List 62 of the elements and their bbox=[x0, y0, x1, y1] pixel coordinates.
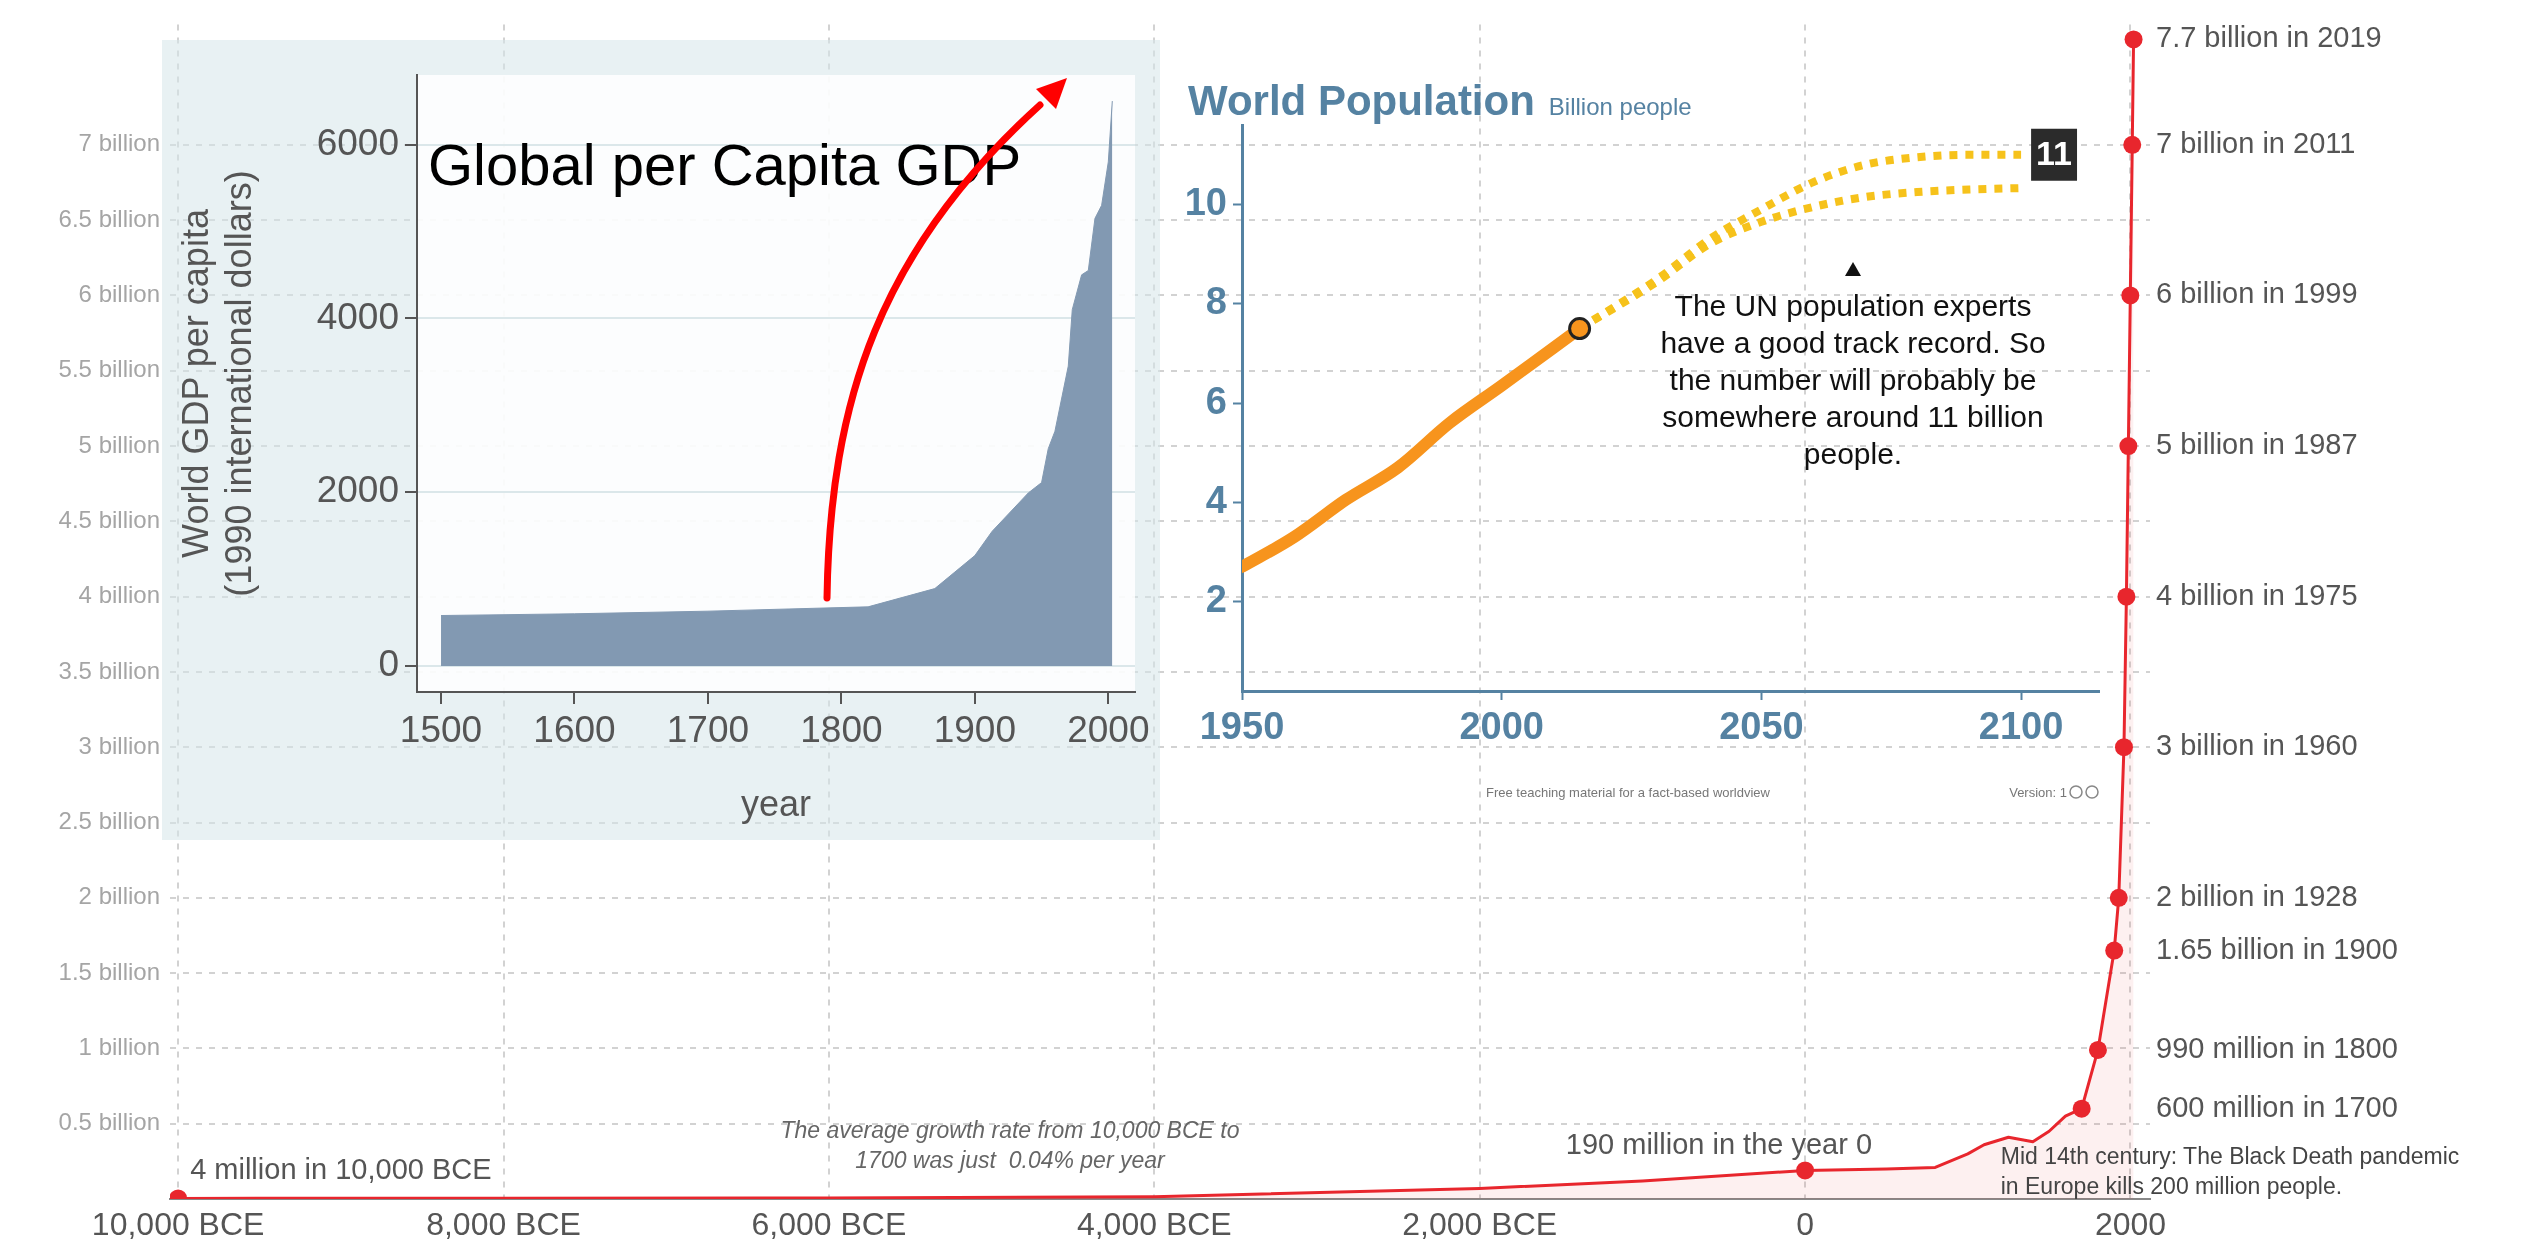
x-tick-label: 8,000 BCE bbox=[426, 1206, 581, 1243]
y-tick-label: 0.5 billion bbox=[58, 1108, 160, 1136]
annotation: 600 million in 1700 bbox=[2156, 1090, 2398, 1123]
y-tick-label: 4000 bbox=[316, 295, 399, 337]
y-tick-label: 2 bbox=[1205, 578, 1227, 621]
annotation: Version: 1 bbox=[2009, 785, 2067, 800]
x-tick-label: 2000 bbox=[1067, 709, 1150, 751]
annotation: 5 billion in 1987 bbox=[2156, 428, 2358, 461]
x-tick-label: 2050 bbox=[1719, 705, 1804, 748]
x-tick-label: 1950 bbox=[1199, 705, 1285, 748]
x-tick-label: 10,000 BCE bbox=[91, 1206, 265, 1243]
chart-subtitle: Billion people bbox=[1548, 93, 1692, 120]
annotation: 190 million in the year 0 bbox=[1565, 1128, 1873, 1161]
y-tick-label: 2.5 billion bbox=[58, 807, 160, 835]
x-tick-label: 6,000 BCE bbox=[751, 1206, 907, 1243]
annotation: 4 billion in 1975 bbox=[2156, 578, 2358, 611]
y-tick-label: 4 bbox=[1205, 478, 1227, 521]
y-tick-label: 5 billion bbox=[78, 430, 160, 458]
y-tick-label: 1.5 billion bbox=[58, 957, 160, 985]
y-tick-label: 7 billion bbox=[78, 129, 160, 157]
annotation: 6 billion in 1999 bbox=[2156, 277, 2358, 310]
y-tick-label: 6 billion bbox=[78, 280, 160, 308]
y-tick-label: 2 billion bbox=[78, 882, 160, 910]
y-tick-label: 6 bbox=[1205, 379, 1227, 422]
annotation: The UN population experts have a good track record. So the number will probably be somewhere around 11 billion people. bbox=[1660, 289, 2046, 470]
x-tick-label: 1700 bbox=[666, 709, 750, 751]
y-tick-label: 10 bbox=[1184, 180, 1227, 223]
annotation: 7.7 billion in 2019 bbox=[2156, 21, 2382, 54]
annotation: 4 million in 10,000 BCE bbox=[190, 1153, 492, 1186]
x-tick-label: 2,000 BCE bbox=[1402, 1206, 1558, 1243]
annotation: The average growth rate from 10,000 BCE to 1700 was just 0.04% per year bbox=[780, 1117, 1240, 1173]
x-tick-label: 1600 bbox=[533, 709, 616, 751]
y-tick-label: 6.5 billion bbox=[58, 204, 160, 232]
data-label: 11 bbox=[2036, 134, 2073, 173]
y-tick-label: 3 billion bbox=[78, 731, 160, 759]
y-tick-label: 0 bbox=[378, 643, 399, 685]
annotation: 7 billion in 2011 bbox=[2156, 126, 2356, 159]
x-tick-label: 2100 bbox=[1978, 705, 2064, 748]
y-tick-label: 5.5 billion bbox=[58, 355, 160, 383]
annotation: 2 billion in 1928 bbox=[2156, 879, 2358, 912]
x-tick-label: 4,000 BCE bbox=[1076, 1206, 1232, 1243]
x-axis-title: year bbox=[740, 783, 812, 825]
chart-title: World Population bbox=[1188, 77, 1535, 124]
annotation: Mid 14th century: The Black Death pandemic in Europe kills 200 million people. bbox=[2000, 1142, 2460, 1199]
y-tick-label: 8 bbox=[1205, 280, 1227, 323]
x-tick-label: 2000 bbox=[2094, 1206, 2167, 1243]
y-tick-label: 1 billion bbox=[78, 1033, 160, 1061]
x-tick-label: 0 bbox=[1796, 1206, 1814, 1243]
y-tick-label: 4 billion bbox=[78, 581, 160, 609]
y-tick-label: 4.5 billion bbox=[58, 505, 160, 533]
x-tick-label: 1800 bbox=[800, 709, 883, 751]
x-tick-label: 1500 bbox=[399, 709, 483, 751]
annotation: Free teaching material for a fact-based worldview bbox=[1486, 785, 1771, 800]
annotation: 3 billion in 1960 bbox=[2156, 729, 2358, 762]
annotation: 990 million in 1800 bbox=[2156, 1031, 2398, 1064]
y-tick-label: 6000 bbox=[316, 121, 399, 163]
annotation: 1.65 billion in 1900 bbox=[2156, 932, 2398, 965]
x-tick-label: 2000 bbox=[1459, 705, 1544, 748]
x-tick-label: 1900 bbox=[933, 709, 1017, 751]
y-axis-title: World GDP per capita (1990 international dollars) bbox=[174, 170, 259, 597]
y-tick-label: 2000 bbox=[316, 469, 399, 511]
y-tick-label: 3.5 billion bbox=[58, 656, 160, 684]
